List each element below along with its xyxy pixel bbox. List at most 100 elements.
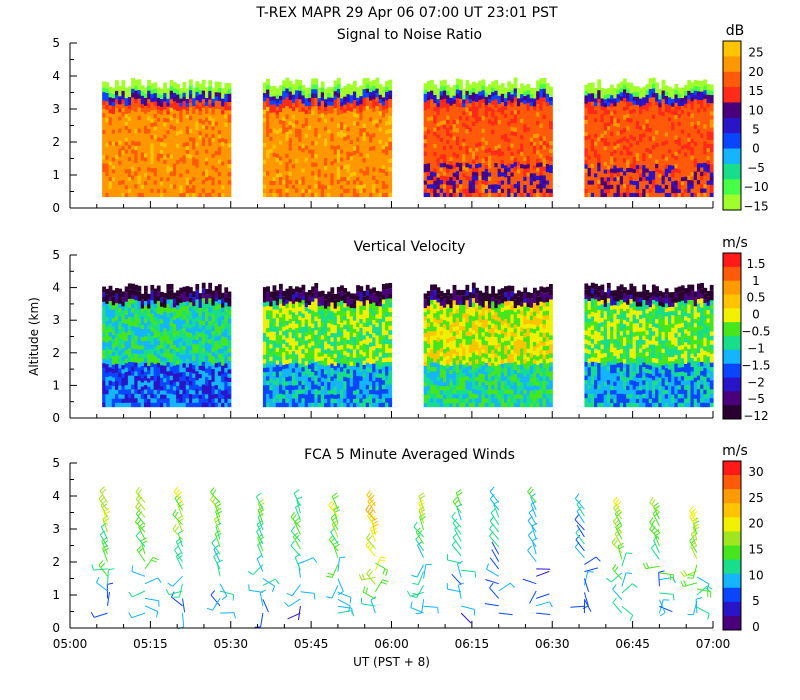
colorbar-label: 25: [748, 46, 763, 60]
field-cell: [658, 149, 663, 155]
field-cell: [275, 157, 280, 162]
field-cell: [651, 87, 656, 93]
field-cell: [645, 151, 650, 157]
field-cell: [169, 170, 174, 176]
field-cell: [594, 105, 598, 111]
field-cell: [127, 184, 132, 190]
field-cell: [667, 144, 672, 150]
field-cell: [298, 107, 303, 113]
field-cell: [449, 105, 454, 110]
field-cell: [632, 100, 637, 105]
field-cell: [317, 97, 322, 103]
field-cell: [491, 137, 495, 143]
field-cell: [185, 129, 190, 135]
field-cell: [507, 116, 512, 122]
field-cell: [118, 131, 123, 137]
field-cell: [137, 192, 142, 198]
field-cell: [111, 172, 116, 178]
field-top: [163, 292, 168, 299]
field-cell: [343, 124, 348, 129]
field-top: [642, 86, 647, 93]
field-cell: [709, 110, 714, 116]
field-cell: [439, 120, 444, 126]
field-cell: [693, 158, 698, 164]
field-cell: [449, 184, 454, 190]
field-top: [221, 88, 225, 95]
field-cell: [455, 110, 460, 116]
field-cell: [221, 168, 225, 174]
field-cell: [436, 192, 441, 198]
field-cell: [127, 136, 132, 142]
field-cell: [484, 112, 489, 117]
field-cell: [606, 160, 611, 166]
field-cell: [127, 144, 132, 150]
field-cell: [156, 335, 161, 341]
field-cell: [619, 116, 624, 122]
field-top: [513, 77, 518, 84]
field-cell: [156, 132, 161, 138]
field-cell: [134, 111, 139, 117]
field-cell: [687, 153, 692, 159]
field-cell: [304, 164, 309, 170]
field-cell: [214, 154, 219, 160]
field-cell: [677, 188, 682, 194]
field-cell: [619, 146, 624, 151]
field-cell: [137, 380, 142, 386]
field-top: [150, 83, 155, 90]
field-cell: [504, 125, 508, 130]
field-cell: [118, 176, 123, 181]
field-cell: [224, 155, 229, 160]
field-cell: [301, 188, 306, 193]
field-cell: [549, 184, 553, 190]
field-cell: [150, 130, 155, 136]
field-cell: [307, 144, 312, 150]
field-cell: [340, 117, 344, 123]
field-cell: [211, 192, 216, 198]
field-cell: [635, 96, 640, 101]
field-cell: [693, 85, 698, 91]
field-cell: [667, 192, 672, 198]
field-cell: [124, 318, 129, 324]
field-top: [102, 286, 106, 293]
field-cell: [147, 344, 151, 350]
field-cell: [140, 135, 145, 141]
field-cell: [102, 331, 106, 337]
field-cell: [664, 123, 669, 129]
field-cell: [594, 97, 598, 103]
field-cell: [301, 115, 306, 120]
field-cell: [169, 128, 174, 134]
field-cell: [632, 120, 637, 125]
field-cell: [143, 296, 148, 302]
field-cell: [516, 180, 521, 186]
field-cell: [700, 137, 704, 143]
field-cell: [597, 132, 602, 138]
field-cell: [536, 107, 540, 113]
field-cell: [291, 90, 296, 95]
field-cell: [124, 97, 129, 103]
field-cell: [224, 175, 229, 181]
field-cell: [655, 113, 659, 119]
field-cell: [590, 105, 595, 110]
field-cell: [227, 146, 232, 152]
field-cell: [690, 175, 695, 181]
field-cell: [311, 131, 315, 137]
field-cell: [224, 142, 229, 148]
field-top: [301, 84, 306, 91]
y-tick-label: 0: [52, 201, 60, 215]
field-cell: [613, 153, 618, 158]
field-cell: [545, 93, 550, 98]
field-cell: [587, 175, 592, 181]
field-cell: [664, 119, 669, 125]
field-cell: [169, 124, 174, 129]
field-cell: [295, 183, 299, 189]
field-cell: [622, 183, 627, 189]
field-cell: [529, 156, 534, 162]
field-cell: [108, 357, 113, 363]
field-cell: [150, 388, 155, 394]
field-cell: [610, 94, 614, 100]
field-cell: [687, 179, 692, 185]
field-top: [359, 85, 364, 92]
field-cell: [680, 121, 685, 126]
field-cell: [147, 303, 151, 309]
field-cell: [137, 110, 142, 116]
